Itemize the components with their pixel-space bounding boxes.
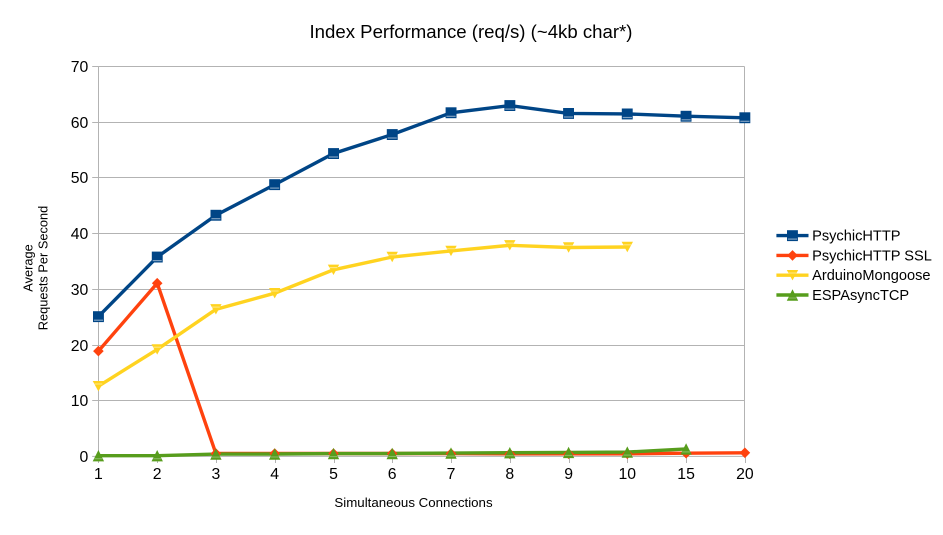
svg-text:ArduinoMongoose: ArduinoMongoose <box>812 268 930 284</box>
svg-text:PsychicHTTP: PsychicHTTP <box>812 229 900 245</box>
svg-text:8: 8 <box>505 466 514 483</box>
svg-text:3: 3 <box>212 466 221 483</box>
svg-text:0: 0 <box>80 449 89 466</box>
svg-text:Average: Average <box>20 244 35 291</box>
svg-text:50: 50 <box>71 170 89 187</box>
svg-text:6: 6 <box>388 466 397 483</box>
svg-text:4: 4 <box>270 466 279 483</box>
svg-text:PsychicHTTP SSL: PsychicHTTP SSL <box>812 248 932 264</box>
svg-text:ESPAsyncTCP: ESPAsyncTCP <box>812 288 909 304</box>
svg-text:7: 7 <box>447 466 456 483</box>
svg-text:2: 2 <box>153 466 162 483</box>
svg-text:20: 20 <box>71 338 89 355</box>
svg-text:30: 30 <box>71 282 89 299</box>
svg-text:Simultaneous Connections: Simultaneous Connections <box>334 495 493 510</box>
svg-text:1: 1 <box>94 466 103 483</box>
svg-text:Index Performance (req/s) (~4k: Index Performance (req/s) (~4kb char*) <box>310 21 633 42</box>
svg-text:15: 15 <box>677 466 695 483</box>
svg-text:9: 9 <box>564 466 573 483</box>
svg-text:70: 70 <box>71 59 89 76</box>
svg-text:5: 5 <box>329 466 338 483</box>
svg-text:10: 10 <box>619 466 637 483</box>
svg-text:20: 20 <box>736 466 754 483</box>
svg-text:Requests Per Second: Requests Per Second <box>36 206 51 331</box>
svg-text:10: 10 <box>71 393 89 410</box>
svg-text:60: 60 <box>71 115 89 132</box>
svg-text:40: 40 <box>71 226 89 243</box>
